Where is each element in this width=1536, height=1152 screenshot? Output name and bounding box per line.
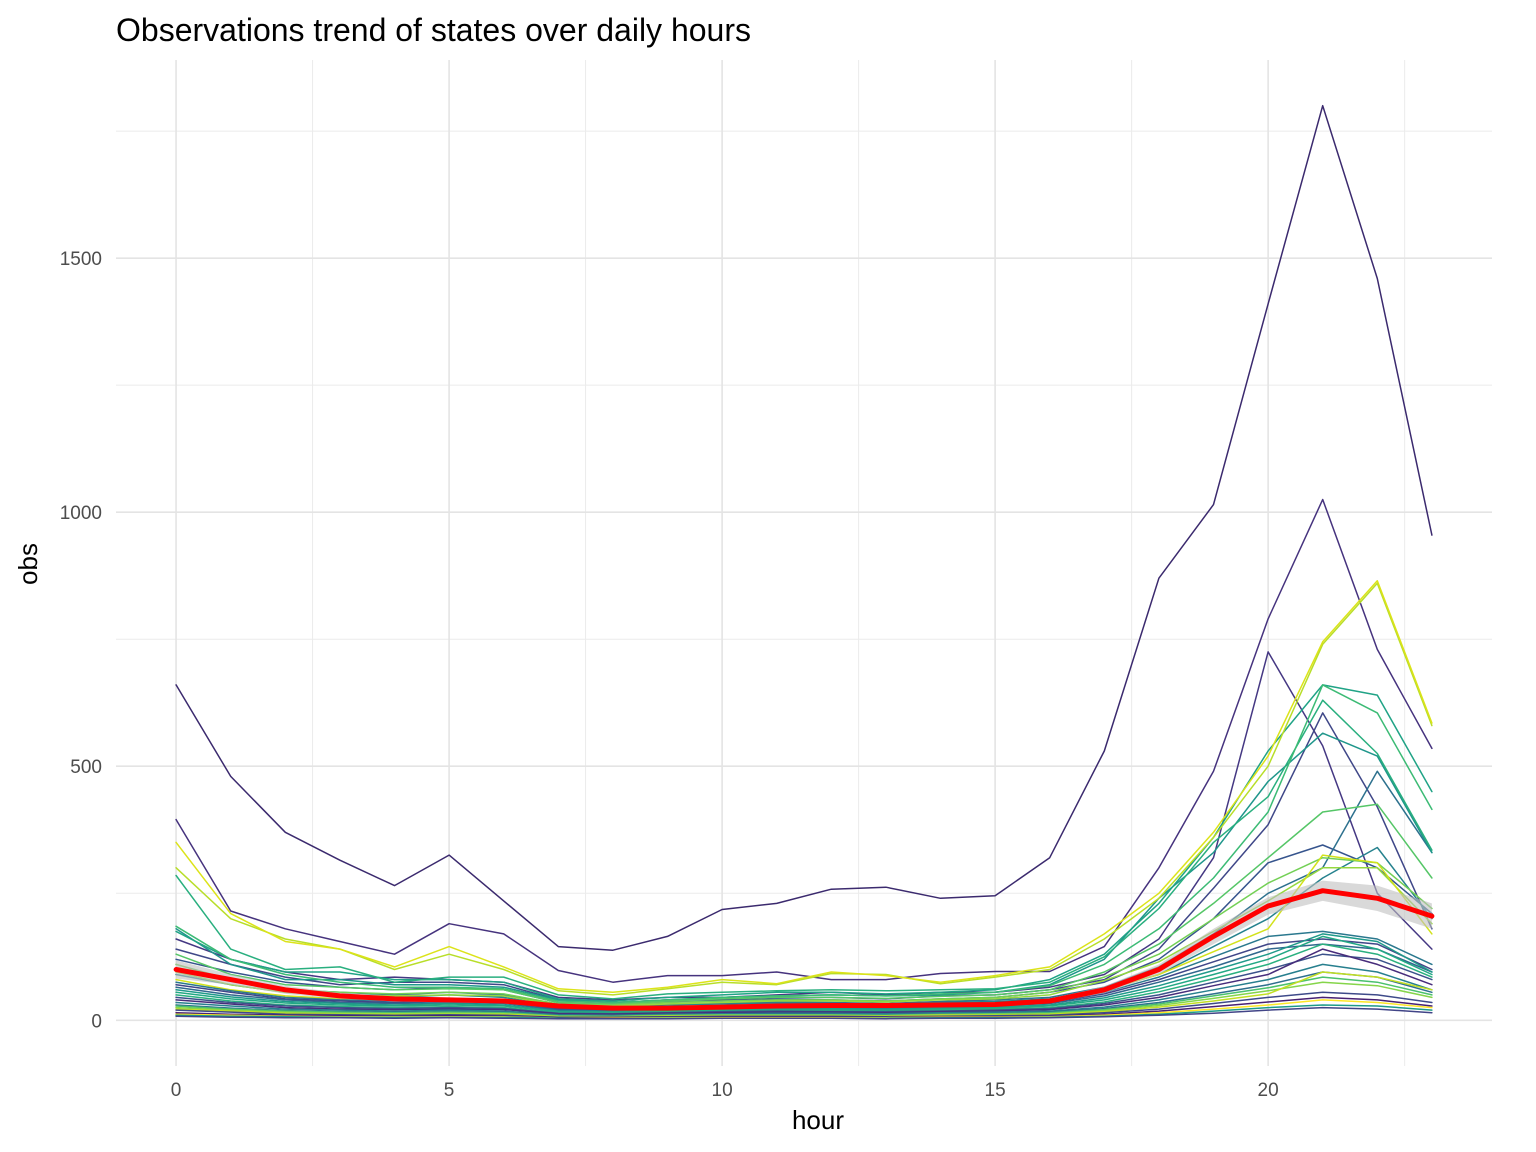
x-tick-label: 20 — [1258, 1080, 1279, 1101]
x-tick-label: 15 — [985, 1080, 1006, 1101]
series-line-35 — [175, 1006, 1433, 1020]
y-axis-label: obs — [13, 543, 43, 585]
series-line-10 — [175, 699, 1433, 1000]
tick-labels: 0 5 10 15 20 0 500 1000 1500 — [60, 249, 1279, 1101]
series-lines — [175, 104, 1433, 1020]
series-line-13 — [175, 856, 1433, 1006]
grid — [116, 60, 1492, 1066]
series-line-25 — [175, 948, 1433, 1015]
x-tick-label: 10 — [712, 1080, 733, 1101]
x-tick-label: 0 — [171, 1080, 182, 1101]
series-line-12 — [175, 803, 1433, 1005]
series-line-11 — [175, 684, 1433, 1004]
series-line-24 — [175, 953, 1433, 1015]
x-axis-label: hour — [791, 1105, 845, 1135]
series-line-16 — [175, 580, 1433, 994]
series-line-22 — [175, 935, 1433, 1013]
smooth-trend-line — [173, 888, 1435, 1011]
chart-title: Observations trend of states over daily … — [116, 12, 751, 48]
x-tick-label: 5 — [444, 1080, 455, 1101]
series-line-23 — [175, 943, 1433, 1014]
series-line-31 — [175, 991, 1433, 1018]
series-line-1 — [175, 104, 1433, 951]
series-line-26 — [175, 963, 1433, 1016]
y-tick-label: 500 — [70, 757, 102, 778]
y-tick-label: 1000 — [60, 503, 102, 524]
series-line-15 — [175, 582, 1433, 996]
series-line-9 — [175, 684, 1433, 1002]
y-tick-label: 0 — [91, 1011, 102, 1032]
series-line-21 — [175, 933, 1433, 1013]
y-tick-label: 1500 — [60, 249, 102, 270]
series-line-2 — [175, 498, 1433, 983]
